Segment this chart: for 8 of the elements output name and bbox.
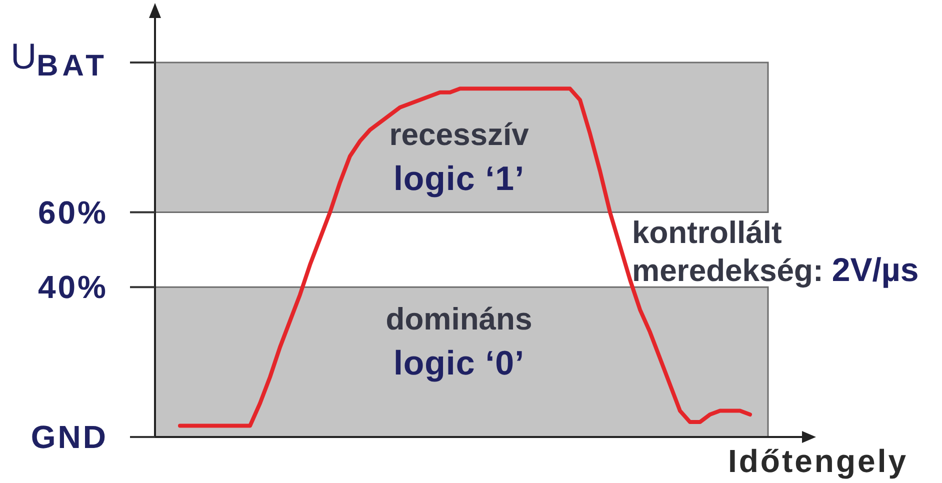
x-axis-title: Időtengely [728,443,908,479]
band-label: domináns logic ‘0’ [386,302,532,383]
band-label: recesszív logic ‘1’ [389,116,530,198]
y-tick-label: 40% [38,269,108,306]
y-tick-label: 60% [38,194,108,230]
annotation: kontrollált meredekség: 2V/µs [632,215,919,288]
y-tick-label: U$_{BAT}$ [10,35,108,82]
y-tick-label: GND [30,419,108,455]
